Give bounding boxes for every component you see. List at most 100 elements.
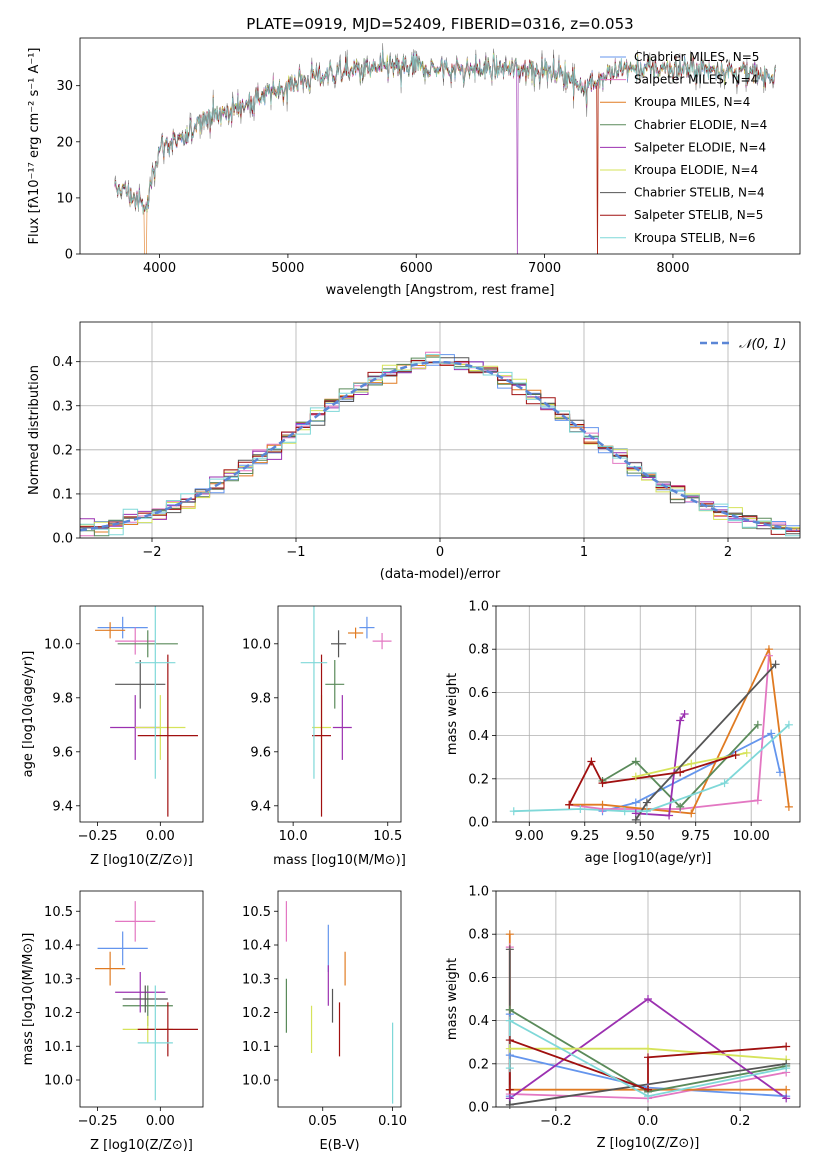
weight-marker (644, 1053, 652, 1062)
y-tick-label: 10.2 (242, 1006, 271, 1021)
y-tick-label: 10.1 (242, 1040, 271, 1055)
spectrum-model-line (114, 50, 776, 214)
y-tick-label: 10.3 (242, 972, 271, 987)
x-axis-label: wavelength [Angstrom, rest frame] (326, 283, 555, 298)
x-tick-label: −2 (142, 545, 161, 560)
plot-area-residual-hist (80, 351, 800, 537)
x-tick-label: 8000 (656, 261, 689, 276)
axes-frame (495, 890, 801, 1108)
x-tick-label: 0 (436, 545, 444, 560)
weight-marker (753, 796, 762, 805)
y-axis-label: Normed distribution (27, 365, 42, 495)
x-axis-label: age [log10(age/yr)] (585, 851, 712, 866)
axes-frame (495, 605, 801, 823)
y-tick-label: 10.4 (44, 939, 73, 954)
x-axis-label: Z [log10(Z/Z⊙)] (597, 1136, 700, 1151)
y-tick-label: 0.4 (468, 729, 489, 744)
weight-series-line (602, 724, 759, 809)
y-tick-label: 10.1 (44, 1040, 73, 1055)
weight-marker (782, 1094, 791, 1103)
x-tick-label: 7000 (528, 261, 561, 276)
y-tick-label: 1.0 (468, 885, 489, 900)
x-tick-label: 10.00 (733, 829, 770, 844)
axes-mass-vs-Z: −0.25 0.00 10.0 10.1 10.2 10.3 10.4 10.5 Z [log1… (21, 890, 204, 1153)
weight-marker (505, 1036, 514, 1045)
y-tick-label: 10.5 (44, 905, 73, 920)
weight-marker (505, 1044, 514, 1053)
weight-marker (620, 807, 629, 816)
x-tick-label: 1 (580, 545, 588, 560)
weight-marker (676, 768, 685, 777)
x-axis-label: E(B-V) (319, 1138, 359, 1153)
x-tick-label: 5000 (271, 261, 304, 276)
y-tick-label: 0.0 (52, 532, 73, 547)
axes-residual-hist: −2 −1 0 1 2 0.0 0.1 0.2 0.3 0.4 (data-model)/error… (27, 321, 801, 582)
y-tick-label: 10.5 (242, 905, 271, 920)
y-tick-label: 0.2 (52, 443, 73, 458)
weight-marker (676, 802, 685, 811)
y-tick-label: 20 (56, 135, 73, 150)
weight-marker (505, 1085, 514, 1094)
y-tick-label: 9.4 (52, 799, 73, 814)
weight-marker (631, 815, 640, 824)
x-tick-label: 0.00 (146, 1114, 175, 1129)
x-tick-label: 0.0 (638, 1114, 659, 1129)
plot-area-mass-vs-Z (95, 901, 198, 1101)
weight-marker (642, 798, 651, 807)
y-tick-label: 30 (56, 79, 73, 94)
x-tick-label: 0.10 (378, 1114, 407, 1129)
legend-entry: Salpeter MILES, N=4 (634, 73, 758, 87)
axes-frame (79, 321, 801, 539)
y-tick-label: 10.0 (242, 1074, 271, 1089)
y-axis-label: mass weight (445, 673, 460, 755)
x-tick-label: 9.25 (570, 829, 599, 844)
x-tick-label: 6000 (400, 261, 433, 276)
weight-marker (687, 759, 696, 768)
y-axis-label: mass weight (445, 958, 460, 1040)
y-tick-label: 9.6 (52, 745, 73, 760)
weight-marker (631, 757, 640, 766)
y-tick-label: 10.0 (44, 1074, 73, 1089)
x-axis-label: (data-model)/error (380, 567, 501, 582)
weight-marker (644, 995, 652, 1003)
x-tick-label: 10.0 (279, 829, 308, 844)
y-tick-label: 0.8 (468, 643, 489, 658)
legend-entry: Chabrier STELIB, N=4 (634, 186, 765, 200)
normal-curve (80, 360, 798, 532)
legend-entry: Salpeter ELODIE, N=4 (634, 140, 766, 154)
spectrum-data-line (114, 43, 776, 215)
weight-marker (767, 729, 776, 738)
legend-entry: Kroupa ELODIE, N=4 (634, 163, 758, 177)
axes-frame (79, 605, 204, 823)
weight-marker (631, 798, 640, 807)
plot-area-spectrum (114, 43, 776, 254)
weight-marker (687, 809, 696, 818)
y-tick-label: 9.8 (52, 691, 73, 706)
figure-title: PLATE=0919, MJD=52409, FIBERID=0316, z=0… (246, 15, 633, 33)
x-tick-label: 0.05 (308, 1114, 337, 1129)
y-tick-label: 10.4 (242, 939, 271, 954)
y-tick-label: 10.3 (44, 972, 73, 987)
weight-marker (753, 720, 762, 729)
weight-marker (784, 802, 793, 811)
plot-area-age-vs-Z (95, 606, 198, 817)
weight-marker (642, 807, 651, 816)
x-tick-label: −0.2 (540, 1114, 572, 1129)
x-tick-label: 9.00 (515, 829, 544, 844)
axes-age-vs-mass: 10.0 10.5 9.4 9.6 9.8 10.0 mass [log10(M/M⊙)] (242, 605, 406, 868)
y-tick-label: 0.6 (468, 971, 489, 986)
axes-frame (79, 37, 801, 255)
weight-marker (509, 807, 518, 816)
x-tick-label: 10.5 (373, 829, 402, 844)
y-tick-label: 0.1 (52, 487, 73, 502)
legend-entry: Chabrier ELODIE, N=4 (634, 118, 767, 132)
weight-marker (782, 1085, 791, 1094)
weight-marker (505, 930, 514, 939)
x-tick-label: 2 (724, 545, 732, 560)
axes-mass-weight-vs-age: 9.00 9.25 9.50 9.75 10.00 0.0 0.2 0.4 0.6 0.8 1.0 a… (445, 600, 801, 866)
legend-entry: 𝒩(0, 1) (739, 337, 786, 352)
x-tick-label: 9.50 (626, 829, 655, 844)
y-tick-label: 10.0 (44, 637, 73, 652)
y-tick-label: 10 (56, 191, 73, 206)
